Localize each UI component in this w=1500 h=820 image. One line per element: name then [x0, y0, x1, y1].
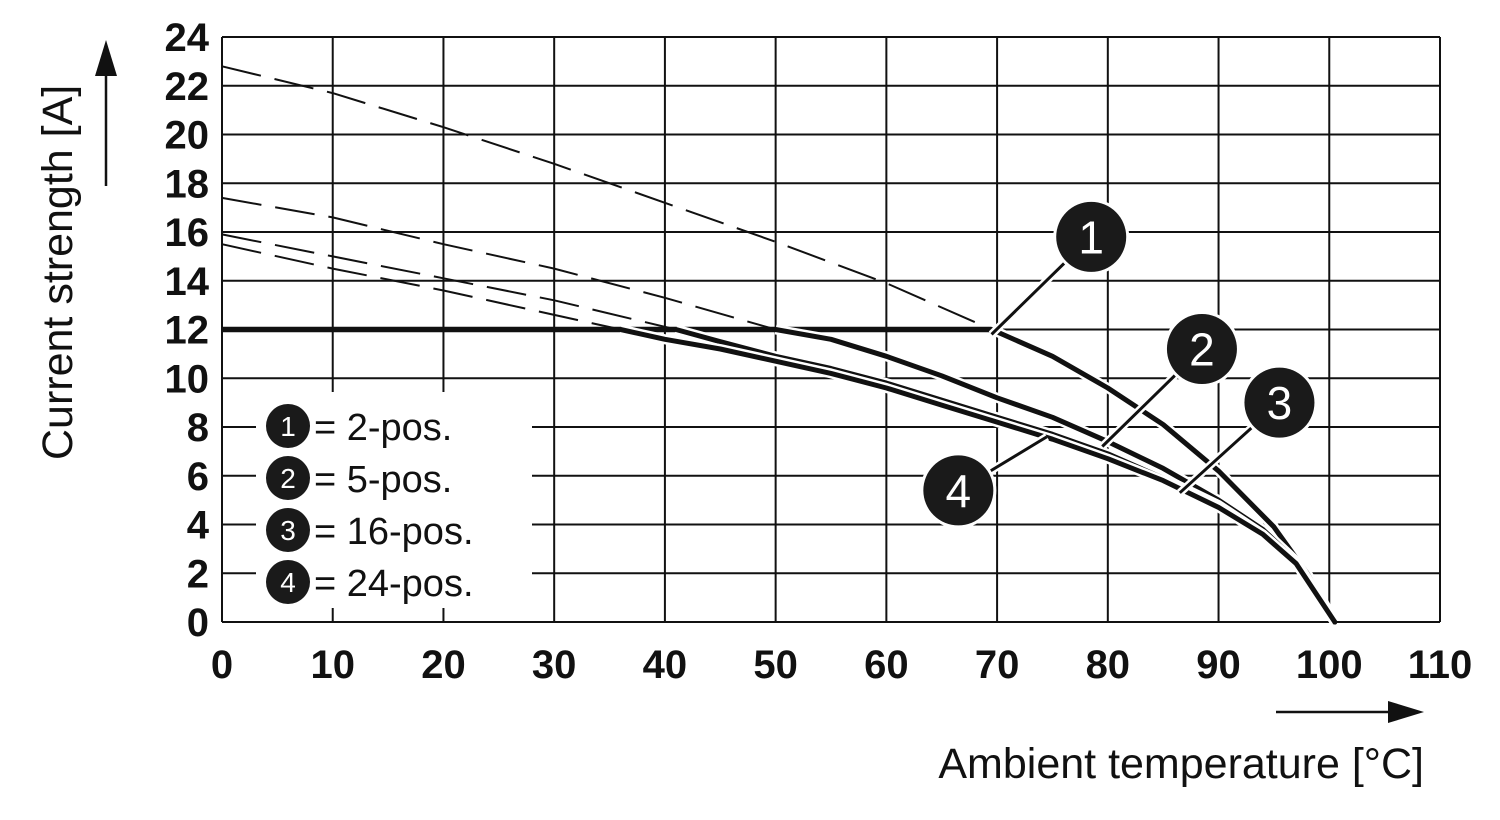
y-tick-label: 12 [165, 309, 210, 353]
y-tick-label: 0 [187, 601, 209, 645]
x-tick-label: 70 [975, 643, 1020, 687]
y-tick-label: 16 [165, 211, 210, 255]
legend-item-label: = 16-pos. [314, 511, 474, 553]
badge-circle [1244, 367, 1315, 438]
y-tick-label: 22 [165, 65, 210, 109]
legend-item: 1 = 2-pos. [266, 404, 452, 449]
y-tick-label: 24 [165, 16, 210, 60]
badge-number: 1 [1078, 211, 1104, 263]
x-axis-label-group: Ambient temperature [°C] [938, 701, 1424, 788]
x-tick-label: 50 [753, 643, 798, 687]
x-tick-labels: 0 10 20 30 40 50 60 70 80 90 100 110 [211, 643, 1472, 687]
callout-badge: 4 [266, 560, 310, 604]
badge-circle [1166, 314, 1237, 384]
x-tick-label: 10 [310, 643, 355, 687]
x-axis-label: Ambient temperature [°C] [938, 740, 1424, 788]
callout-badge: 3 [266, 508, 310, 552]
y-axis-arrow-icon [95, 40, 117, 76]
x-axis-arrow-icon [1388, 701, 1424, 723]
series-2-extrapolation [221, 196, 776, 331]
badge-number: 2 [280, 463, 296, 494]
legend-item-label: = 2-pos. [314, 407, 452, 449]
callout-badge: 3 [1241, 364, 1318, 441]
badge-circle [1056, 201, 1127, 272]
y-tick-label: 18 [165, 162, 210, 206]
callout-4: 4 [920, 433, 1049, 529]
callout-1: 1 [988, 198, 1130, 338]
y-tick-label: 6 [187, 455, 209, 499]
callout-badge: 2 [1163, 311, 1240, 387]
y-tick-label: 10 [165, 357, 210, 401]
badge-number: 3 [1267, 377, 1293, 429]
y-tick-label: 2 [187, 552, 209, 596]
series-4-extrapolation [221, 243, 621, 331]
series-4-curve [618, 327, 1338, 625]
badge-number: 3 [280, 515, 296, 546]
badge-circle [266, 508, 310, 552]
series-group [221, 65, 1340, 625]
callout-badge: 1 [266, 404, 310, 448]
callouts: 1 23 4 [920, 198, 1318, 529]
y-tick-label: 14 [165, 260, 210, 304]
y-tick-label: 4 [187, 504, 210, 548]
x-tick-label: 20 [421, 643, 466, 687]
x-tick-label: 90 [1196, 643, 1241, 687]
y-axis-label: Current strength [A] [34, 85, 82, 460]
x-tick-label: 0 [211, 643, 233, 687]
callout-badge: 2 [266, 456, 310, 500]
badge-circle [266, 456, 310, 500]
callout-3: 3 [1177, 364, 1318, 496]
x-tick-label: 110 [1408, 643, 1473, 687]
legend-item: 2 = 5-pos. [266, 456, 452, 501]
badge-circle [266, 404, 310, 448]
x-tick-label: 30 [532, 643, 577, 687]
legend-item-label: = 5-pos. [314, 459, 452, 501]
badge-number: 1 [280, 411, 296, 442]
x-tick-label: 100 [1296, 643, 1363, 687]
badge-number: 4 [280, 567, 296, 598]
legend-item: 3 = 16-pos. [266, 508, 474, 553]
callout-2: 2 [1099, 311, 1240, 450]
badge-number: 4 [946, 465, 972, 517]
callout-badge: 4 [920, 452, 997, 529]
badge-circle [923, 455, 994, 526]
legend-item: 4 = 24-pos. [266, 560, 474, 605]
legend: 1 = 2-pos. 2 = 5-pos. 3 = 16-pos. 4 = 24-pos. [256, 392, 532, 608]
x-tick-label: 40 [643, 643, 688, 687]
series-3-extrapolation [221, 233, 677, 331]
x-tick-label: 80 [1086, 643, 1131, 687]
x-tick-label: 60 [864, 643, 909, 687]
y-tick-label: 20 [165, 114, 210, 158]
badge-circle [266, 560, 310, 604]
y-axis-label-group: Current strength [A] [34, 40, 117, 460]
callout-badge: 1 [1053, 198, 1130, 275]
series-1-extrapolation [221, 65, 993, 331]
badge-number: 2 [1189, 324, 1215, 376]
y-tick-label: 8 [187, 406, 209, 450]
legend-item-label: = 24-pos. [314, 563, 474, 605]
